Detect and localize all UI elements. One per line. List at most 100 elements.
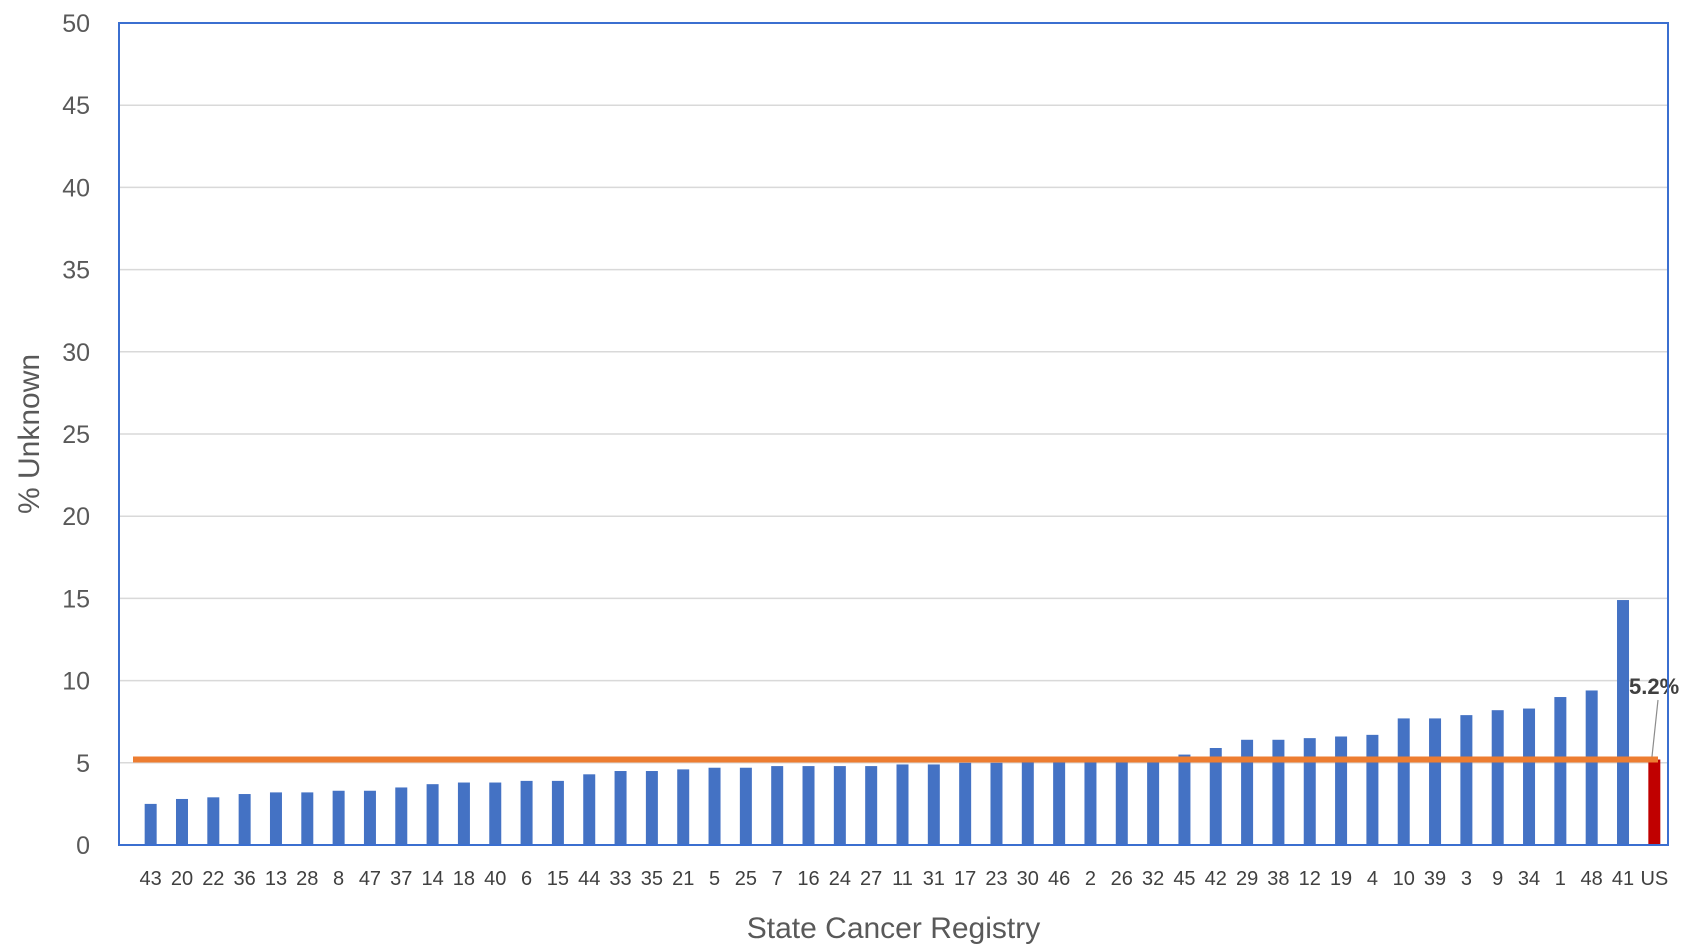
bar-21 (677, 769, 690, 845)
x-tick-label: 7 (772, 868, 783, 890)
bar-48 (1585, 690, 1598, 845)
bar-41 (1617, 600, 1630, 845)
bar-37 (395, 787, 408, 845)
x-axis-title: State Cancer Registry (747, 912, 1040, 945)
bars (144, 600, 1661, 845)
y-tick-label: 25 (62, 421, 90, 449)
x-tick-label: 4 (1367, 868, 1378, 890)
bar-33 (614, 771, 627, 845)
y-tick-label: 5 (76, 750, 90, 778)
gridlines (119, 104, 1668, 764)
y-tick-label: 50 (62, 10, 90, 38)
bar-16 (802, 766, 815, 845)
x-tick-label: 45 (1173, 868, 1195, 890)
bar-35 (645, 771, 658, 845)
x-axis-ticks: 43 20 22 36 13 28 8 47 37 14 18 40 6 15 44 33 35 21 5 25 7 16… (140, 868, 1669, 890)
y-axis-title: % Unknown (13, 354, 46, 514)
y-tick-label: 0 (76, 832, 90, 860)
bar-23 (990, 762, 1003, 845)
x-tick-label: 48 (1581, 868, 1603, 890)
x-tick-label: 22 (202, 868, 224, 890)
x-tick-label: 38 (1267, 868, 1289, 890)
x-tick-label: 25 (735, 868, 757, 890)
x-tick-label: 32 (1142, 868, 1164, 890)
bar-1 (1554, 697, 1567, 845)
y-tick-label: 20 (62, 503, 90, 531)
x-tick-label: 2 (1085, 868, 1096, 890)
bar-15 (551, 780, 564, 845)
x-tick-label: 29 (1236, 868, 1258, 890)
bar-22 (207, 797, 220, 845)
x-tick-label: 11 (892, 868, 913, 890)
x-tick-label: 33 (609, 868, 631, 890)
x-tick-label: 44 (578, 868, 600, 890)
x-tick-label: 3 (1461, 868, 1472, 890)
x-tick-label: 39 (1424, 868, 1446, 890)
bar-46 (1053, 761, 1066, 845)
bar-12 (1303, 738, 1316, 845)
bar-29 (1241, 739, 1254, 845)
x-tick-label: 43 (140, 868, 162, 890)
x-tick-label: 42 (1205, 868, 1227, 890)
bar-14 (426, 784, 439, 845)
bar-38 (1272, 739, 1285, 845)
bar-6 (520, 780, 533, 845)
x-tick-label: 5 (709, 868, 720, 890)
bar-25 (739, 767, 752, 845)
x-tick-label: 28 (296, 868, 318, 890)
bar-3 (1460, 715, 1473, 845)
y-tick-label: 30 (62, 339, 90, 367)
bar-9 (1491, 710, 1504, 845)
x-tick-label: 17 (954, 868, 976, 890)
annotation-leader (1651, 699, 1659, 757)
x-tick-label: 1 (1555, 868, 1566, 890)
y-tick-label: 45 (62, 92, 90, 120)
bar-30 (1021, 761, 1034, 845)
x-tick-label: 19 (1330, 868, 1352, 890)
bar-5 (708, 767, 721, 845)
x-tick-label: 31 (923, 868, 945, 890)
y-tick-label: 10 (62, 668, 90, 696)
bar-39 (1429, 718, 1442, 845)
x-tick-label: 36 (234, 868, 256, 890)
x-tick-label: 40 (484, 868, 506, 890)
bar-44 (583, 774, 596, 845)
y-tick-label: 40 (62, 174, 90, 202)
bar-US (1648, 759, 1661, 845)
bar-31 (927, 764, 940, 845)
x-tick-label: 47 (359, 868, 381, 890)
x-tick-label: 14 (421, 868, 443, 890)
x-tick-label: 21 (672, 868, 694, 890)
x-tick-label: 6 (521, 868, 532, 890)
x-tick-label: 20 (171, 868, 193, 890)
bar-43 (144, 803, 157, 845)
bar-42 (1209, 748, 1222, 845)
bar-4 (1366, 734, 1379, 845)
bar-11 (896, 764, 909, 845)
x-tick-label: 37 (390, 868, 412, 890)
x-tick-label: 30 (1017, 868, 1039, 890)
x-tick-label: 12 (1299, 868, 1321, 890)
bar-24 (833, 766, 846, 845)
bar-40 (489, 782, 502, 845)
bar-20 (175, 798, 188, 845)
x-tick-label: 46 (1048, 868, 1070, 890)
bar-10 (1397, 718, 1410, 845)
x-tick-label: 15 (547, 868, 569, 890)
x-tick-label: 41 (1612, 868, 1634, 890)
x-tick-label: 35 (641, 868, 663, 890)
bar-17 (959, 762, 972, 845)
bar-2 (1084, 761, 1097, 845)
x-tick-label: 23 (985, 868, 1007, 890)
reference-line-group: 5.2% (133, 674, 1679, 763)
bar-19 (1335, 736, 1348, 845)
x-tick-label: 34 (1518, 868, 1540, 890)
bar-27 (865, 766, 878, 845)
x-tick-label: 13 (265, 868, 287, 890)
bar-32 (1147, 761, 1160, 845)
plot-frame (118, 22, 1669, 846)
bar-34 (1523, 708, 1536, 845)
x-tick-label: 26 (1111, 868, 1133, 890)
